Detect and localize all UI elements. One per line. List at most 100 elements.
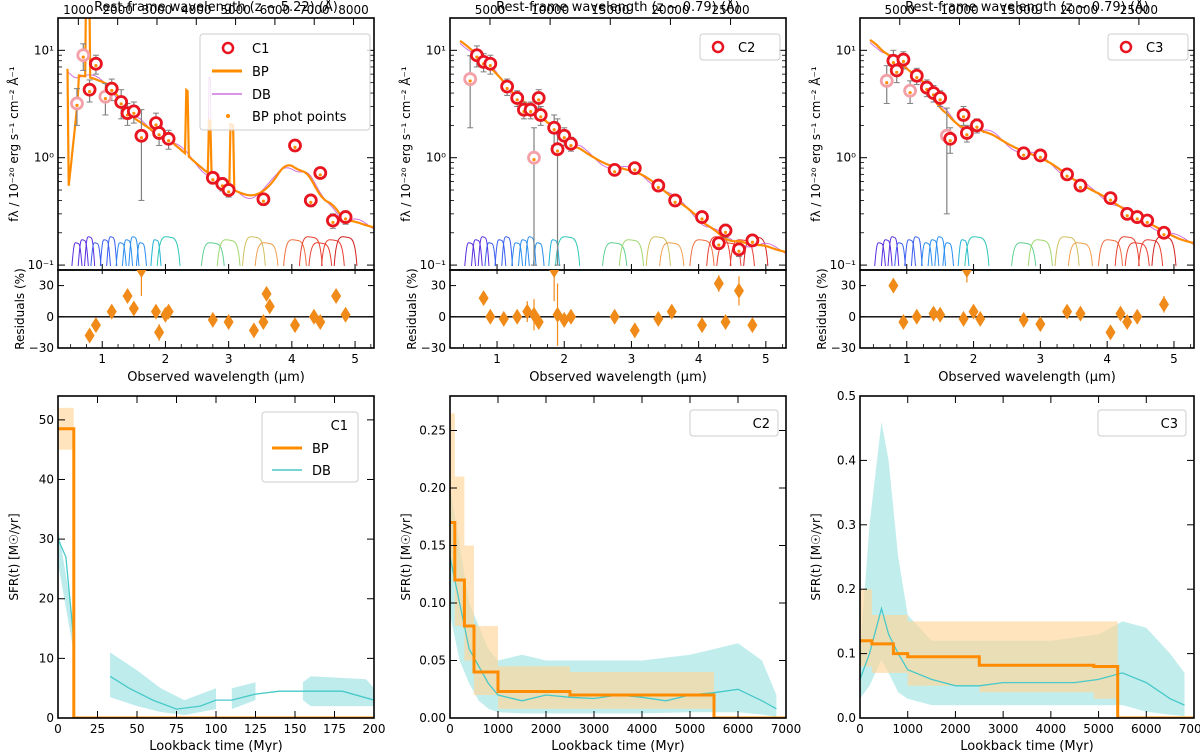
residual-point [533, 314, 544, 330]
residual-tick-label: 0 [46, 310, 54, 324]
sed-plot-area [66, 18, 374, 267]
x-tick-label: 150 [284, 722, 307, 736]
bp-phot-point [633, 168, 637, 172]
top-tick-label: 3000 [142, 3, 173, 17]
phot-point [463, 72, 478, 86]
phot-point [668, 193, 683, 208]
phot-point [943, 131, 958, 146]
residual-point [207, 311, 218, 328]
sed-panel-c3: 10⁻¹ 10⁰ 10¹ fλ / 10⁻²⁰ erg s⁻¹ cm⁻² Å⁻¹ 1 2 3… [808, 0, 1195, 385]
residual-point [258, 314, 269, 330]
x-tick-label: 3000 [579, 722, 610, 736]
x-tick-label: 1000 [892, 722, 923, 736]
bp-phot-point [318, 173, 322, 177]
residual-tick-label: 30 [841, 279, 856, 293]
phot-point [732, 242, 746, 257]
phot-point [1103, 191, 1118, 206]
sed-xlabel: Observed wavelength (μm) [529, 370, 707, 385]
phot-point [1016, 146, 1031, 161]
legend-label: BP phot points [252, 110, 347, 125]
filter-curve [494, 239, 507, 267]
residual-point [90, 317, 101, 334]
sed-xlabel: Observed wavelength (μm) [127, 370, 305, 385]
bp-phot-point [895, 70, 899, 74]
phot-point [1157, 225, 1171, 240]
x-tick-label: 75 [169, 722, 184, 736]
filter-curve [298, 236, 323, 267]
sfh-xlabel: Lookback time (Myr) [960, 739, 1093, 752]
residual-point [1018, 311, 1029, 328]
bp-phot-point [529, 109, 533, 114]
residual-point [1062, 303, 1073, 320]
sfh-frame [449, 395, 787, 719]
residual-point [720, 314, 731, 330]
phot-point [483, 56, 498, 71]
residual-frame [449, 269, 787, 349]
bp-phot-point [555, 149, 560, 153]
phot-point [288, 138, 302, 153]
filter-curve [964, 236, 990, 267]
phot-point [1140, 213, 1155, 228]
top-tick-label: 15000 [1000, 3, 1038, 17]
bp-phot-point [110, 88, 114, 93]
x-tick-label: 4 [695, 352, 703, 366]
bp-sfh-step-line [58, 427, 374, 718]
phot-point [547, 120, 562, 135]
residual-point [928, 305, 939, 322]
residual-point [697, 317, 707, 334]
phot-point [76, 48, 91, 63]
residual-point [478, 290, 489, 307]
y-tick-label: 50 [39, 413, 54, 427]
phot-point [134, 128, 149, 143]
top-tick-label: 20000 [651, 3, 689, 17]
residual-tick-label: −30 [29, 341, 54, 355]
top-tick-label: 10000 [531, 3, 569, 17]
phot-point [718, 223, 733, 238]
filter-curve [645, 236, 671, 267]
filter-curve [874, 242, 886, 267]
bp-phot-point [103, 96, 107, 101]
bp-phot-point [673, 200, 677, 204]
bp-model-spectrum [459, 39, 786, 253]
top-tick-label: 20000 [1060, 3, 1098, 17]
db-sfh-line [450, 556, 777, 710]
filter-curve [121, 239, 134, 267]
phot-point [970, 118, 984, 133]
residual-tick-label: −30 [421, 341, 446, 355]
x-tick-label: 1 [98, 352, 106, 366]
sfh-ylabel: SFR(t) [M☉/yr] [7, 513, 21, 600]
filter-curve [511, 242, 524, 267]
legend-marker-c1 [221, 41, 235, 55]
bp-phot-point [975, 125, 979, 129]
phot-point [527, 150, 541, 165]
legend-label: DB [312, 464, 331, 479]
x-tick-label: 2000 [940, 722, 971, 736]
bp-uncertainty-band [450, 413, 714, 709]
y-tick-label: 0.5 [837, 389, 856, 403]
filter-curve [150, 239, 162, 267]
bp-phot-point [723, 230, 728, 234]
residual-tick-label: 30 [39, 279, 54, 293]
sfh-panel-c1: 0 25 50 75 100 125 150 175 200 0 10 20 30 40 50 Lookbac… [7, 395, 385, 754]
phot-point [909, 68, 924, 83]
bp-phot-point [700, 217, 704, 221]
filter-curve [1054, 236, 1080, 267]
sed-top-xlabel: Rest-frame wavelength (z ~ 0.79) (Å) [496, 0, 740, 15]
bp-phot-point [309, 200, 313, 204]
phot-point [510, 91, 525, 105]
x-tick-label: 0 [54, 722, 62, 736]
residual-tick-label: 30 [431, 279, 446, 293]
bp-phot-point [1078, 185, 1083, 190]
y-tick-label: 0.20 [419, 481, 446, 495]
phot-point [1060, 167, 1074, 182]
sed-panel-c2: 10⁻¹ 10⁰ 10¹ fλ / 10⁻²⁰ erg s⁻¹ cm⁻² Å⁻¹ 1 2 3… [398, 0, 787, 385]
phot-point [161, 131, 176, 146]
phot-point [523, 102, 538, 117]
filter-curve [602, 242, 628, 267]
bp-phot-point [167, 139, 171, 143]
filter-curve [471, 239, 483, 267]
residual-point [1115, 305, 1126, 322]
residual-point [666, 303, 677, 320]
phot-point [879, 73, 894, 88]
top-tick-label: 6000 [260, 3, 291, 17]
